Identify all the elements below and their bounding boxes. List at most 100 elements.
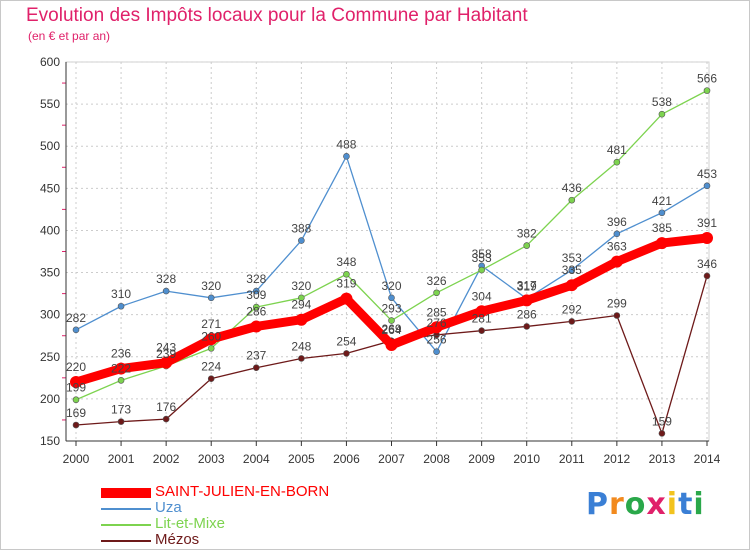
data-point-mezos: [72, 421, 80, 429]
logo-letter: x: [646, 487, 667, 522]
data-label-uza: 320: [201, 279, 221, 293]
data-label-mezos: 299: [607, 297, 627, 311]
data-label-lit-et-mixe: 260: [201, 329, 221, 343]
data-point-uza: [72, 326, 80, 334]
data-label-saint-julien-en-born: 363: [607, 240, 627, 254]
data-label-saint-julien-en-born: 285: [427, 305, 447, 319]
data-label-uza: 328: [156, 272, 176, 286]
data-label-mezos: 346: [697, 257, 717, 271]
data-point-lit-et-mixe: [252, 303, 260, 311]
data-label-saint-julien-en-born: 319: [336, 277, 356, 291]
data-label-mezos: 224: [201, 360, 221, 374]
x-tick-label: 2001: [108, 452, 135, 466]
data-point-uza: [433, 348, 440, 356]
data-labels-layer: 282 310 328 320 328 388 488 320 256 358 319 353 396 4…: [66, 72, 717, 429]
data-point-lit-et-mixe: [613, 158, 621, 166]
data-label-uza: 310: [111, 287, 131, 301]
logo-letter: P: [586, 487, 609, 522]
data-point-mezos: [523, 323, 531, 330]
data-point-uza: [703, 182, 711, 190]
data-label-saint-julien-en-born: 385: [652, 221, 672, 235]
data-label-mezos: 292: [562, 302, 582, 316]
y-tick-label: 550: [40, 97, 60, 111]
data-label-mezos: 281: [472, 312, 492, 326]
y-tick-label: 250: [40, 350, 60, 364]
data-label-saint-julien-en-born: 391: [697, 216, 717, 230]
data-label-uza: 396: [607, 215, 627, 229]
data-point-saint-julien-en-born: [475, 305, 488, 318]
data-point-saint-julien-en-born: [250, 320, 263, 333]
logo-letter: o: [624, 487, 647, 522]
data-point-saint-julien-en-born: [610, 255, 623, 268]
data-label-uza: 319: [517, 280, 537, 294]
data-label-mezos: 254: [336, 334, 356, 348]
data-label-saint-julien-en-born: 220: [66, 360, 86, 374]
x-tick-label: 2000: [63, 452, 90, 466]
data-label-lit-et-mixe: 320: [291, 279, 311, 293]
y-tick-label: 450: [40, 181, 60, 195]
legend-label-saint-julien-en-born: SAINT-JULIEN-EN-BORN: [155, 483, 330, 500]
data-label-mezos: 237: [246, 349, 266, 363]
data-label-saint-julien-en-born: 317: [517, 278, 537, 292]
data-point-mezos: [613, 312, 621, 319]
x-tick-label: 2009: [468, 452, 495, 466]
logo-letter: i: [693, 487, 705, 522]
data-label-uza: 421: [652, 194, 672, 208]
data-point-lit-et-mixe: [207, 345, 215, 352]
x-tick-label: 2013: [649, 452, 676, 466]
data-label-uza: 353: [562, 251, 582, 265]
data-label-saint-julien-en-born: 264: [381, 323, 401, 337]
data-point-lit-et-mixe: [117, 377, 125, 384]
data-label-saint-julien-en-born: 304: [472, 289, 492, 303]
x-tick-label: 2006: [333, 452, 360, 466]
legend-label-uza: Uza: [155, 499, 182, 516]
data-point-saint-julien-en-born: [340, 292, 353, 305]
data-point-mezos: [207, 375, 215, 382]
data-label-lit-et-mixe: 293: [381, 302, 401, 316]
legend-swatch-mezos: [101, 540, 151, 542]
data-point-uza: [388, 294, 395, 302]
y-tick-label: 500: [40, 139, 60, 153]
y-tick-label: 200: [40, 392, 60, 406]
data-point-lit-et-mixe: [343, 270, 350, 278]
data-label-lit-et-mixe: 199: [66, 381, 86, 395]
logo-letter: r: [609, 487, 625, 522]
series-layer: [70, 87, 713, 437]
data-point-saint-julien-en-born: [565, 279, 578, 292]
data-label-lit-et-mixe: 239: [156, 347, 176, 361]
logo-letter: i: [666, 487, 679, 522]
data-label-lit-et-mixe: 382: [517, 227, 537, 241]
data-point-saint-julien-en-born: [115, 362, 128, 375]
data-point-lit-et-mixe: [703, 87, 711, 94]
data-point-mezos: [162, 415, 170, 423]
data-label-mezos: 286: [517, 307, 537, 321]
data-label-uza: 282: [66, 311, 86, 325]
data-label-saint-julien-en-born: 236: [111, 347, 131, 361]
data-point-lit-et-mixe: [478, 266, 485, 274]
data-point-lit-et-mixe: [72, 396, 80, 404]
data-point-lit-et-mixe: [298, 294, 305, 302]
data-label-lit-et-mixe: 566: [697, 72, 717, 86]
logo-letter: t: [678, 487, 694, 522]
data-label-uza: 358: [472, 247, 492, 261]
data-point-lit-et-mixe: [658, 110, 666, 118]
x-tick-label: 2012: [604, 452, 631, 466]
data-point-lit-et-mixe: [568, 196, 576, 204]
data-point-uza: [343, 153, 350, 160]
data-label-mezos: 159: [652, 414, 672, 428]
legend-swatch-saint-julien-en-born: [101, 488, 151, 498]
chart-title: Evolution des Impôts locaux pour la Comm…: [26, 5, 528, 26]
data-point-uza: [117, 302, 125, 310]
proxiti-logo: Proxiti: [586, 487, 705, 522]
data-point-uza: [568, 266, 576, 274]
data-point-mezos: [343, 350, 350, 357]
x-tick-label: 2005: [288, 452, 315, 466]
data-label-uza: 453: [697, 167, 717, 181]
data-label-lit-et-mixe: 353: [472, 251, 492, 265]
data-point-saint-julien-en-born: [430, 321, 443, 334]
data-point-mezos: [252, 364, 260, 372]
data-point-saint-julien-en-born: [701, 232, 713, 245]
data-label-uza: 328: [246, 272, 266, 286]
x-tick-label: 2007: [378, 452, 405, 466]
